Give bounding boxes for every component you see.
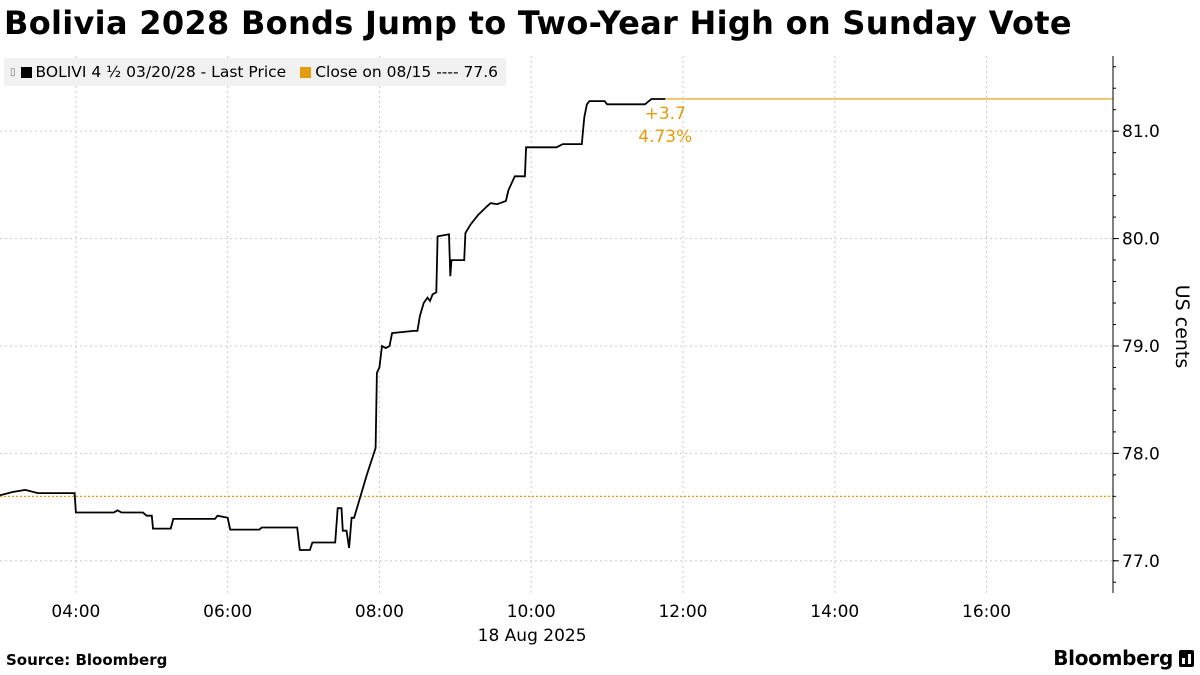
drag-handle-icon[interactable]: ▯ xyxy=(10,66,16,78)
x-tick-label: 08:00 xyxy=(355,602,404,622)
change-abs-label: +3.7 xyxy=(645,104,686,124)
x-tick-label: 04:00 xyxy=(51,602,100,622)
x-tick-label: 12:00 xyxy=(658,602,707,622)
y-tick-label: 79.0 xyxy=(1122,337,1160,357)
price-series-line xyxy=(0,98,666,551)
legend-item-series[interactable]: ▯ BOLIVI 4 ½ 03/20/28 - Last Price xyxy=(10,63,286,81)
x-axis-date-label: 18 Aug 2025 xyxy=(478,626,587,646)
y-tick-label: 80.0 xyxy=(1122,230,1160,250)
chart-legend: ▯ BOLIVI 4 ½ 03/20/28 - Last Price Close… xyxy=(4,58,507,86)
x-tick-label: 06:00 xyxy=(203,602,252,622)
y-tick-label: 78.0 xyxy=(1122,444,1160,464)
brand-logo: Bloomberg xyxy=(1053,646,1194,670)
x-tick-label: 16:00 xyxy=(962,602,1011,622)
x-tick-label: 14:00 xyxy=(810,602,859,622)
x-tick-label: 10:00 xyxy=(507,602,556,622)
y-axis-title: US cents xyxy=(1171,285,1193,369)
bloomberg-terminal-icon xyxy=(1179,649,1194,667)
legend-item-reference[interactable]: Close on 08/15 ---- 77.6 xyxy=(300,63,498,81)
y-tick-label: 77.0 xyxy=(1122,552,1160,572)
brand-name: Bloomberg xyxy=(1053,646,1173,670)
change-pct-label: 4.73% xyxy=(638,127,692,147)
chart-title: Bolivia 2028 Bonds Jump to Two-Year High… xyxy=(4,4,1072,42)
y-tick-label: 81.0 xyxy=(1122,122,1160,142)
series-swatch xyxy=(20,66,32,78)
reference-swatch xyxy=(300,66,312,78)
source-note: Source: Bloomberg xyxy=(6,651,168,669)
legend-reference-label: Close on 08/15 ---- 77.6 xyxy=(315,63,499,81)
legend-series-label: BOLIVI 4 ½ 03/20/28 - Last Price xyxy=(35,63,287,81)
